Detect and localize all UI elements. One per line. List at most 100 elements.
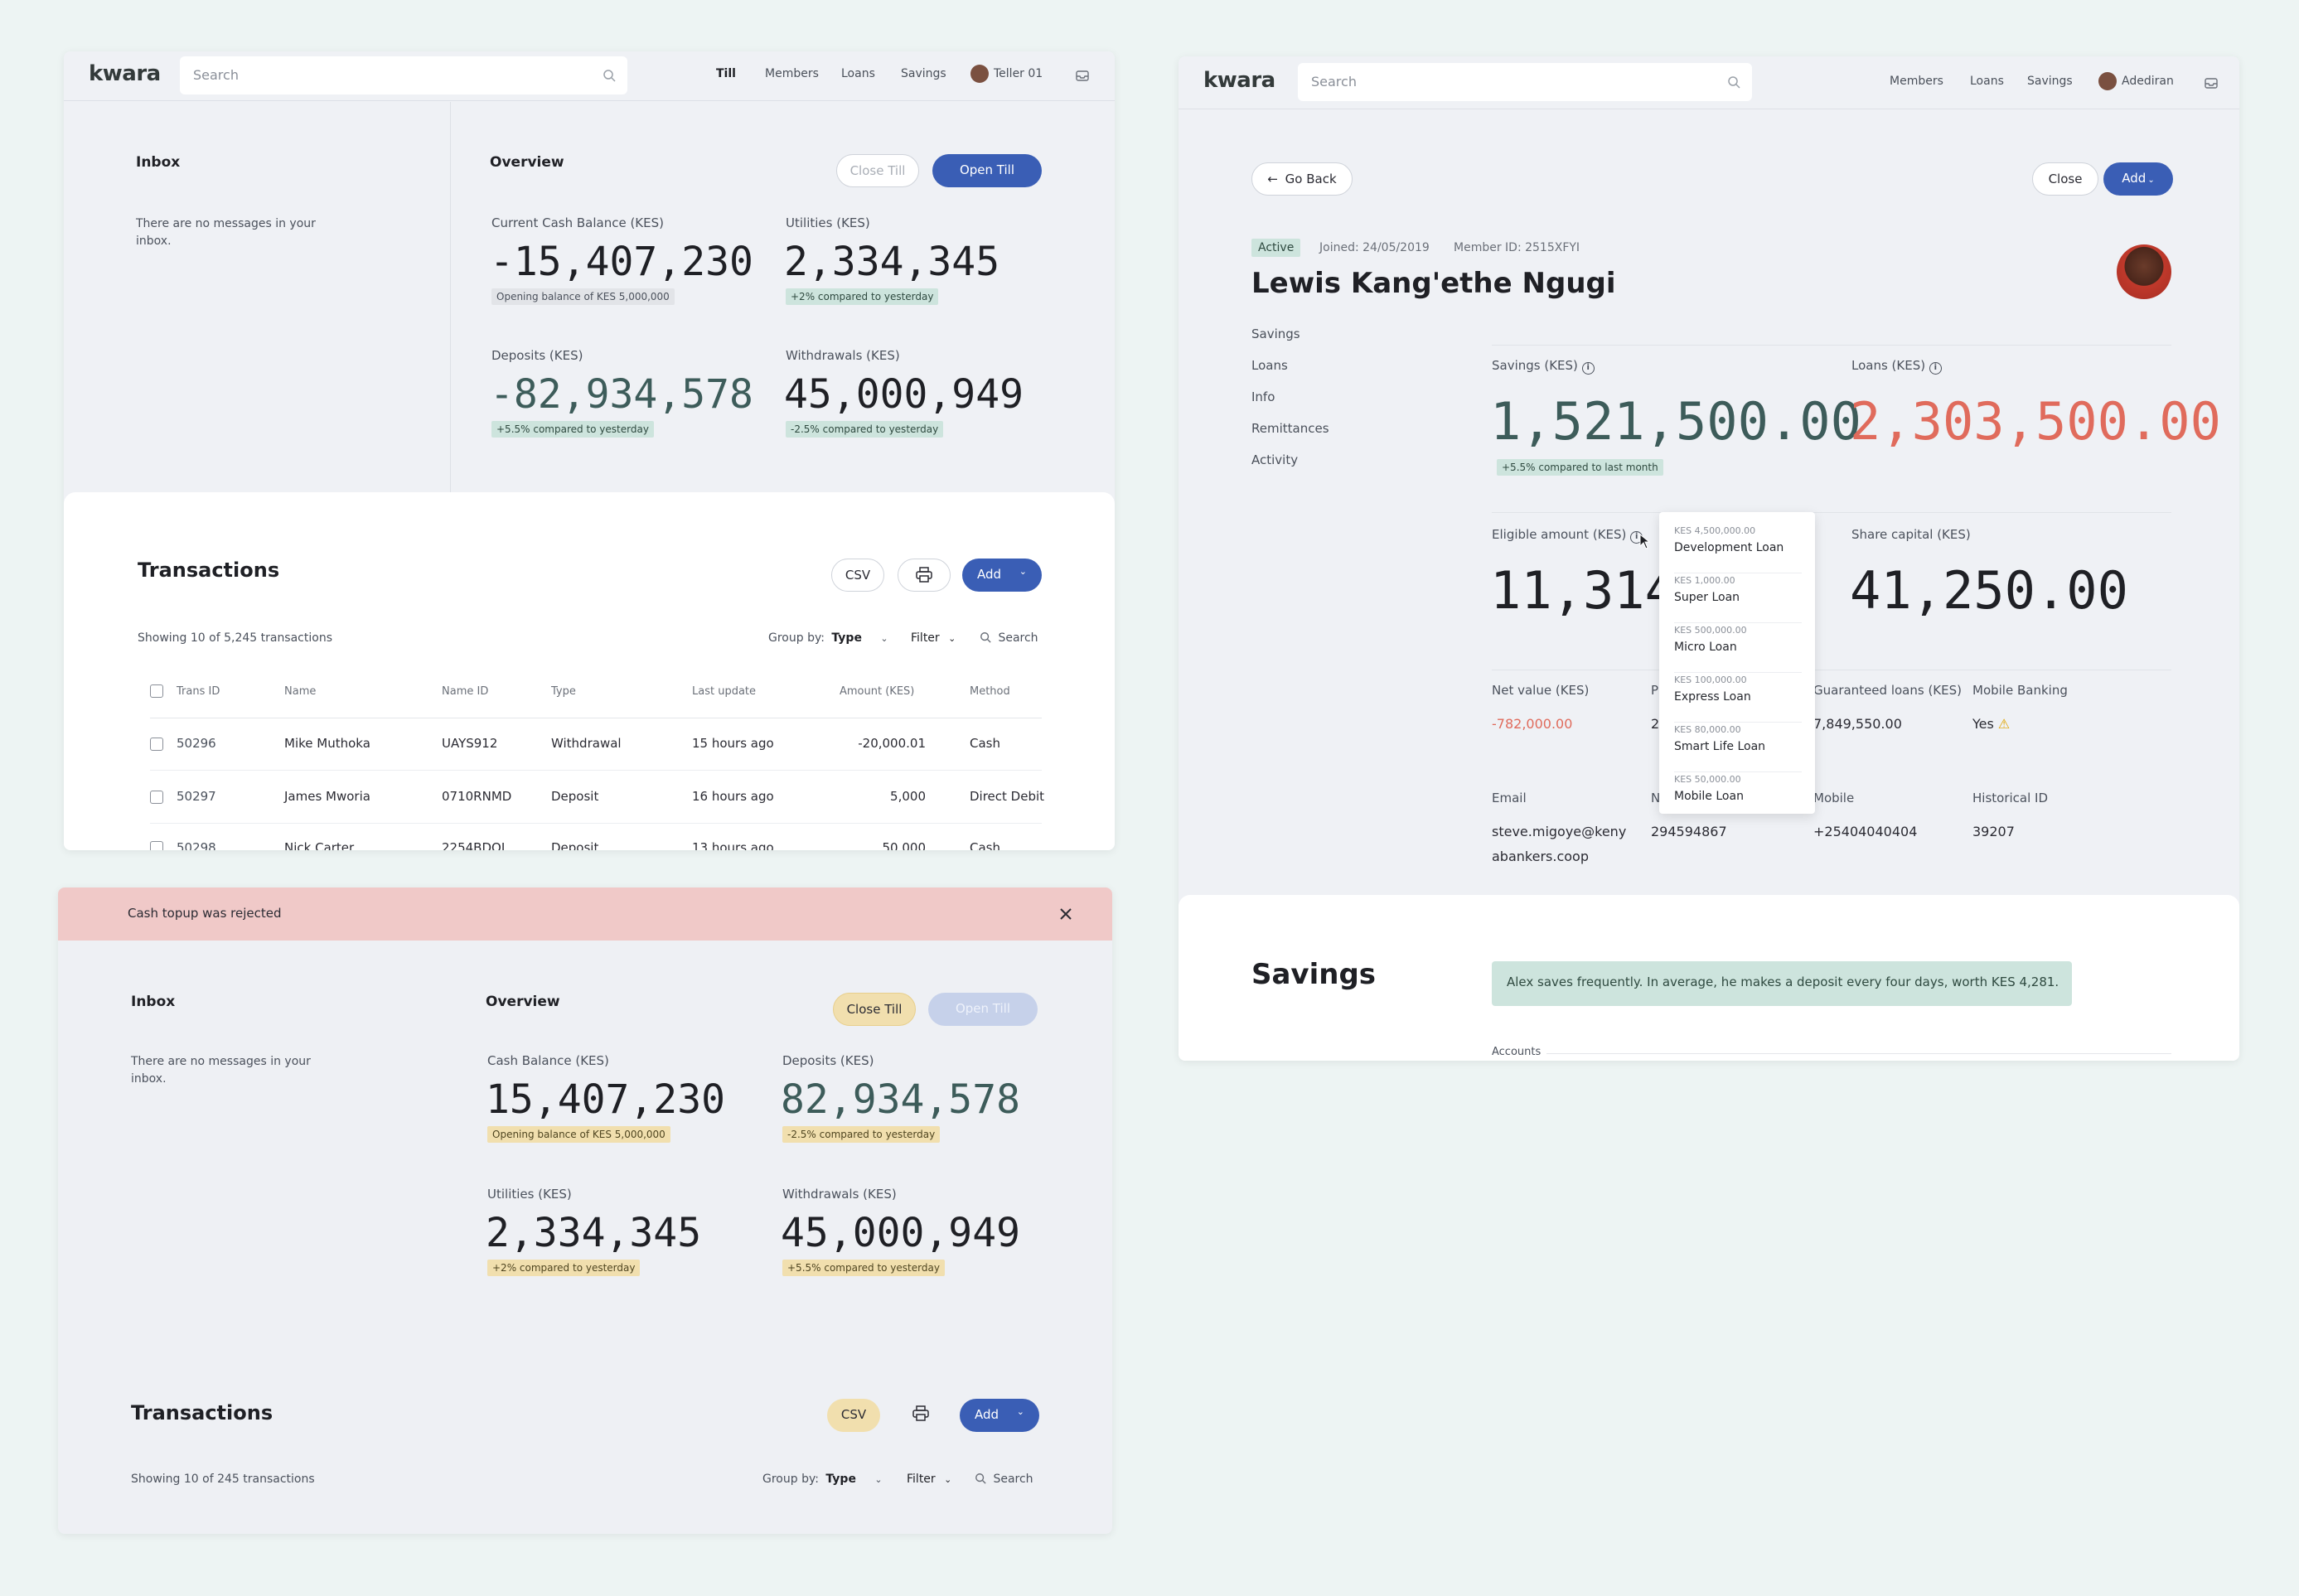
table-row[interactable] xyxy=(150,719,1042,771)
group-by[interactable]: Group by: Type ⌄ xyxy=(762,1473,883,1486)
print-button[interactable] xyxy=(898,559,951,592)
column-header[interactable]: Type xyxy=(551,685,576,698)
csv-button[interactable]: CSV xyxy=(827,1399,880,1432)
cell-name-id: UAYS912 xyxy=(442,736,498,751)
mobile-banking-label: Mobile Banking xyxy=(1972,683,2068,698)
loan-option[interactable]: KES 50,000.00 Mobile Loan xyxy=(1674,774,1802,812)
cursor-icon xyxy=(1639,534,1651,549)
close-till-button[interactable]: Close Till xyxy=(836,154,919,187)
search-input[interactable]: Search xyxy=(180,56,627,94)
kwara-logo[interactable]: kwara xyxy=(89,61,161,86)
loan-option-name: Super Loan xyxy=(1674,591,1740,604)
loan-option-name: Mobile Loan xyxy=(1674,790,1744,803)
nav-savings[interactable]: Savings xyxy=(2027,75,2073,88)
column-header[interactable]: Amount (KES) xyxy=(840,685,915,698)
stat-label: Deposits (KES) xyxy=(491,348,583,363)
member-id: Member ID: 2515XFYI xyxy=(1454,241,1580,254)
row-checkbox[interactable] xyxy=(150,841,163,850)
stat-note: -2.5% compared to yesterday xyxy=(782,1126,941,1143)
nav-loans[interactable]: Loans xyxy=(1970,75,2004,88)
group-by[interactable]: Group by: Type ⌄ xyxy=(768,631,888,645)
share-value: 41,250.00 xyxy=(1850,560,2128,621)
loan-option-name: Smart Life Loan xyxy=(1674,740,1766,753)
add-label: Add xyxy=(975,1407,999,1422)
nav-members[interactable]: Members xyxy=(765,67,819,80)
stat-value: 82,934,578 xyxy=(781,1076,1020,1123)
column-header[interactable]: Method xyxy=(970,685,1010,698)
email-value-line-1: steve.migoye@keny xyxy=(1492,824,1627,839)
info-icon[interactable]: i xyxy=(1929,362,1942,375)
savings-note: +5.5% compared to last month xyxy=(1497,459,1663,476)
column-header[interactable]: Name ID xyxy=(442,685,489,698)
select-all-checkbox[interactable] xyxy=(150,684,163,698)
search-placeholder: Search xyxy=(193,67,239,83)
loan-option[interactable]: KES 4,500,000.00 Development Loan xyxy=(1674,525,1802,573)
add-button[interactable]: Add ⌄ xyxy=(960,1399,1039,1432)
close-icon[interactable] xyxy=(1059,907,1072,921)
stat-note: Opening balance of KES 5,000,000 xyxy=(491,288,675,305)
filter-dropdown[interactable]: Filter ⌄ xyxy=(911,631,956,645)
column-header[interactable]: Last update xyxy=(692,685,757,698)
search-input[interactable]: Search xyxy=(1298,63,1752,101)
user-menu[interactable]: Teller 01 xyxy=(970,65,1043,83)
print-button[interactable] xyxy=(912,1405,930,1425)
inbox-icon[interactable] xyxy=(2204,75,2219,90)
overview-title: Overview xyxy=(486,994,560,1010)
nav-till[interactable]: Till xyxy=(716,67,736,80)
table-row[interactable] xyxy=(150,772,1042,824)
open-till-button[interactable]: Open Till xyxy=(928,993,1038,1026)
side-nav-savings[interactable]: Savings xyxy=(1251,326,1300,341)
showing-count: Showing 10 of 245 transactions xyxy=(131,1473,315,1486)
info-icon[interactable]: i xyxy=(1581,362,1595,375)
loan-option[interactable]: KES 100,000.00 Express Loan xyxy=(1674,675,1802,723)
side-nav-loans[interactable]: Loans xyxy=(1251,358,1288,373)
member-name: Lewis Kang'ethe Ngugi xyxy=(1251,267,1616,300)
go-back-button[interactable]: ← Go Back xyxy=(1251,162,1353,196)
stat-note: +5.5% compared to yesterday xyxy=(491,421,654,438)
nav-members[interactable]: Members xyxy=(1890,75,1943,88)
stat-value: 45,000,949 xyxy=(784,371,1024,418)
column-header[interactable]: Name xyxy=(284,685,317,698)
filter-dropdown[interactable]: Filter ⌄ xyxy=(907,1473,951,1486)
group-by-value: Type xyxy=(831,631,862,645)
stat-value: 2,334,345 xyxy=(784,239,1000,285)
user-menu[interactable]: Adediran xyxy=(2098,72,2174,90)
row-checkbox[interactable] xyxy=(150,791,163,804)
side-nav-info[interactable]: Info xyxy=(1251,389,1275,404)
inbox-icon[interactable] xyxy=(1075,68,1090,83)
add-button[interactable]: Add ⌄ xyxy=(962,559,1042,592)
side-nav-activity[interactable]: Activity xyxy=(1251,452,1299,467)
csv-button[interactable]: CSV xyxy=(831,559,884,592)
table-search[interactable]: Search xyxy=(975,1473,1033,1486)
column-header[interactable]: Trans ID xyxy=(177,685,220,698)
cell-type: Withdrawal xyxy=(551,736,622,751)
loan-options-dropdown xyxy=(1659,512,1815,814)
loan-option[interactable]: KES 1,000.00 Super Loan xyxy=(1674,575,1802,623)
member-avatar[interactable] xyxy=(2117,244,2171,299)
divider xyxy=(1492,345,2171,346)
close-till-button[interactable]: Close Till xyxy=(833,993,916,1026)
mobile-banking-yes: Yes xyxy=(1972,716,1994,732)
add-button[interactable]: Add ⌄ xyxy=(2103,162,2173,196)
loan-option[interactable]: KES 80,000.00 Smart Life Loan xyxy=(1674,724,1802,772)
savings-label: Savings (KES) i xyxy=(1492,358,1595,375)
cell-name: Mike Muthoka xyxy=(284,736,370,751)
open-till-button[interactable]: Open Till xyxy=(932,154,1042,187)
loan-option[interactable]: KES 500,000.00 Micro Loan xyxy=(1674,625,1802,673)
chevron-down-icon: ⌄ xyxy=(948,633,956,644)
warning-icon[interactable]: ⚠ xyxy=(1997,716,2011,732)
go-back-label: Go Back xyxy=(1285,172,1337,186)
row-checkbox[interactable] xyxy=(150,738,163,751)
status-badge: Active xyxy=(1251,239,1301,257)
cell-name: James Mworia xyxy=(284,789,370,804)
nav-loans[interactable]: Loans xyxy=(841,67,875,80)
user-name: Adediran xyxy=(2122,75,2174,88)
close-button[interactable]: Close xyxy=(2032,162,2098,196)
table-search[interactable]: Search xyxy=(980,631,1038,645)
nav-savings[interactable]: Savings xyxy=(901,67,946,80)
side-nav-remittances[interactable]: Remittances xyxy=(1251,421,1329,436)
guaranteed-label: Guaranteed loans (KES) xyxy=(1813,683,1962,698)
cell-type: Deposit xyxy=(551,840,599,850)
kwara-logo[interactable]: kwara xyxy=(1203,68,1275,93)
eligible-label: Eligible amount (KES) i xyxy=(1492,527,1643,544)
